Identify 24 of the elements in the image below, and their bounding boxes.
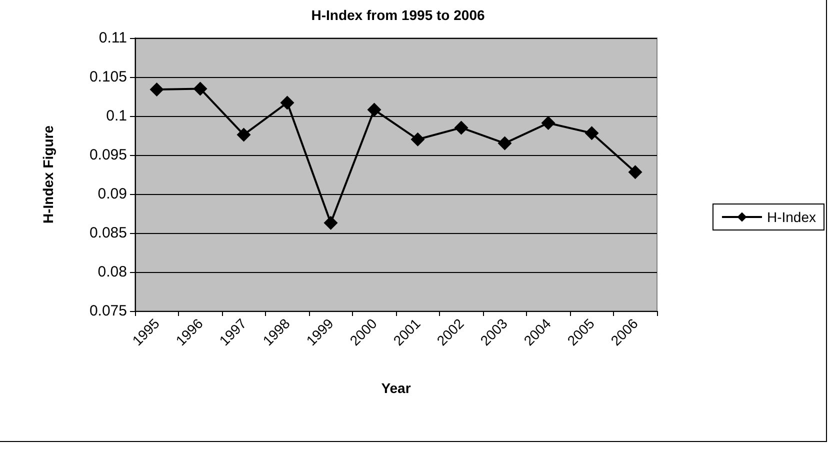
legend-label: H-Index: [766, 209, 816, 225]
y-tick-label: 0.085: [89, 224, 127, 242]
point: [367, 102, 382, 117]
point: [410, 132, 425, 146]
point: [236, 128, 251, 142]
point: [541, 116, 556, 130]
y-axis-title: H-Index Figure: [40, 125, 56, 224]
x-axis-title: Year: [381, 380, 412, 396]
point: [498, 136, 512, 150]
y-tick-label: 0.08: [98, 264, 127, 280]
y-tick-label: 0.1: [106, 108, 127, 124]
point: [628, 165, 642, 180]
y-tick-label: 0.105: [89, 68, 127, 86]
y-tick-label: 0.11: [98, 30, 127, 46]
y-tick-label: 0.075: [89, 302, 127, 320]
y-tick-label: 0.09: [98, 186, 127, 202]
point: [584, 126, 599, 140]
point: [150, 82, 164, 96]
point: [193, 82, 208, 96]
y-tick-label: 0.095: [89, 146, 127, 164]
point: [324, 216, 338, 230]
chart-title: H-Index from 1995 to 2006: [311, 7, 485, 23]
point: [454, 120, 468, 135]
point: [280, 96, 294, 110]
